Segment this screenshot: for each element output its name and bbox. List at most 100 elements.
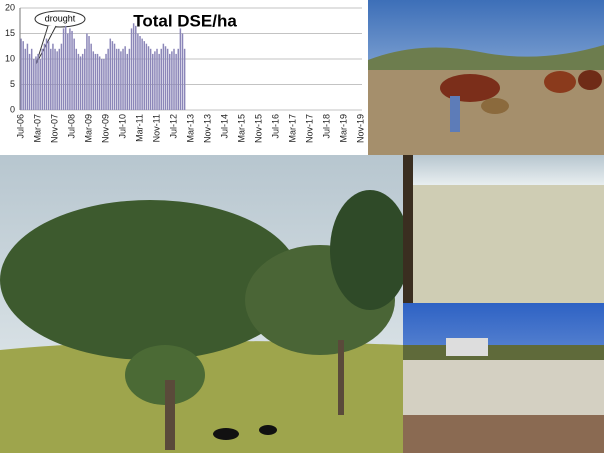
- bar: [33, 59, 35, 110]
- bar: [156, 48, 158, 110]
- bar: [164, 46, 167, 110]
- bar: [118, 48, 120, 110]
- bar: [147, 46, 150, 110]
- x-tick-label: Jul-08: [66, 114, 76, 139]
- bar: [149, 48, 152, 110]
- bar: [62, 28, 65, 110]
- bar: [154, 51, 156, 110]
- bar: [139, 36, 141, 110]
- x-tick-label: Mar-19: [338, 114, 348, 143]
- bar: [120, 51, 122, 110]
- x-tick-label: Mar-09: [83, 114, 93, 143]
- bar: [126, 53, 129, 110]
- bar: [169, 53, 171, 110]
- x-tick-label: Nov-13: [202, 114, 212, 143]
- x-tick-label: Jul-06: [15, 114, 25, 139]
- bar: [56, 51, 58, 110]
- y-tick-label: 5: [10, 79, 15, 89]
- bar: [77, 53, 80, 110]
- x-tick-label: Mar-11: [134, 114, 144, 142]
- bar: [111, 41, 114, 110]
- bar: [171, 51, 173, 110]
- bar: [47, 41, 50, 110]
- bar: [179, 28, 182, 110]
- bar: [128, 48, 131, 110]
- x-tick-label: Mar-15: [236, 114, 246, 143]
- bar: [113, 43, 116, 111]
- x-tick-label: Jul-10: [117, 114, 127, 139]
- x-tick-label: Jul-18: [321, 114, 331, 139]
- bar: [84, 48, 86, 110]
- bar: [137, 33, 139, 110]
- bar: [98, 56, 101, 110]
- bar: [90, 43, 92, 111]
- bar: [26, 43, 29, 111]
- bar: [143, 41, 146, 110]
- bar: [67, 33, 69, 110]
- bar: [96, 53, 99, 110]
- bar: [30, 48, 33, 110]
- bar: [181, 33, 184, 110]
- x-tick-label: Mar-13: [185, 114, 195, 143]
- sheep-photo: [403, 155, 604, 303]
- bar: [92, 51, 95, 110]
- bar: [141, 38, 143, 110]
- bar: [24, 48, 27, 110]
- bar: [130, 28, 133, 110]
- bar: [64, 25, 67, 111]
- x-tick-label: Jul-12: [168, 114, 178, 139]
- bar: [124, 46, 126, 110]
- bar: [22, 41, 24, 110]
- bar: [152, 53, 154, 110]
- x-tick-label: Nov-19: [355, 114, 365, 143]
- bar: [105, 53, 107, 110]
- bar: [94, 53, 97, 110]
- bar: [135, 25, 137, 111]
- bar: [175, 53, 177, 110]
- bar: [35, 56, 37, 110]
- x-tick-label: Nov-15: [253, 114, 263, 143]
- x-tick-label: Nov-07: [49, 114, 59, 143]
- y-tick-label: 0: [10, 104, 15, 114]
- bar: [75, 48, 78, 110]
- x-tick-label: Nov-09: [100, 114, 110, 143]
- bar: [52, 43, 54, 111]
- bar: [183, 48, 186, 110]
- annotation-bubble: [34, 10, 86, 28]
- bar: [60, 43, 63, 111]
- bar: [81, 53, 84, 110]
- landscape-photo: [0, 155, 410, 453]
- y-tick-label: 15: [5, 28, 15, 38]
- bar: [145, 43, 148, 111]
- bar: [28, 53, 31, 110]
- bar: [45, 38, 48, 110]
- x-tick-label: Jul-16: [270, 114, 280, 139]
- bar: [20, 38, 22, 110]
- bar: [39, 59, 41, 110]
- bar: [107, 48, 109, 110]
- bar: [132, 23, 135, 110]
- bar: [122, 48, 124, 110]
- bar: [162, 43, 165, 111]
- bar: [177, 48, 179, 110]
- y-tick-label: 10: [5, 53, 15, 63]
- bar: [109, 38, 112, 110]
- bar: [173, 48, 175, 110]
- bar: [37, 53, 39, 110]
- bar: [71, 30, 73, 111]
- y-tick-label: 20: [5, 2, 15, 12]
- chart-title: Total DSE/ha: [133, 11, 237, 30]
- x-tick-label: Jul-14: [219, 114, 229, 139]
- sheep-yard-photo: [403, 303, 604, 453]
- bar: [69, 28, 71, 110]
- x-tick-label: Nov-11: [151, 114, 161, 142]
- x-tick-label: Mar-07: [32, 114, 42, 143]
- cattle-photo: [368, 0, 604, 155]
- bar: [101, 59, 103, 110]
- x-tick-label: Mar-17: [287, 114, 297, 143]
- bar: [73, 38, 75, 110]
- bar: [43, 43, 46, 111]
- bar: [58, 48, 61, 110]
- bar: [86, 33, 88, 110]
